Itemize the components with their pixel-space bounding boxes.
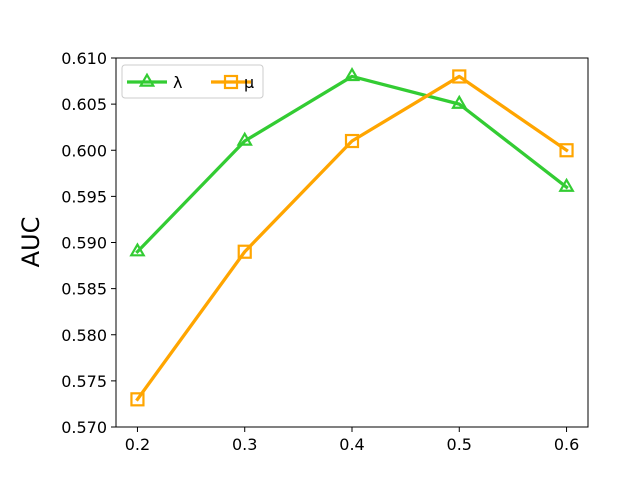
series-1-point-2 [236,131,253,146]
series-2-group [130,69,574,407]
y-tick-label: 0.595 [61,187,107,206]
y-tick-label: 0.585 [61,280,107,299]
y-tick-label: 0.580 [61,326,107,345]
x-tick-label: 0.6 [554,435,579,454]
y-axis-title: AUC [17,217,45,268]
series-2-point-4 [452,69,467,84]
series-1-point-4 [451,94,468,109]
legend-label-2: μ [244,73,254,92]
legend-marker-2 [223,74,239,90]
y-tick-label: 0.605 [61,95,107,114]
series-1-line [135,74,569,255]
y-tick-label: 0.575 [61,372,107,391]
x-tick-label: 0.4 [339,435,364,454]
legend-marker-1 [138,72,156,87]
series-2-point-5 [559,143,574,158]
x-axis-ticks: 0.2 0.3 0.4 0.5 0.6 [125,427,579,454]
plot-frame [115,57,589,428]
y-tick-label: 0.590 [61,234,107,253]
x-tick-label: 0.2 [125,435,150,454]
series-1-point-1 [129,242,146,257]
series-2-point-2 [237,244,252,259]
y-tick-label: 0.570 [61,418,107,437]
series-1-group [129,67,575,257]
legend-box [121,64,264,99]
legend-label-1: λ [173,73,182,92]
y-tick-label: 0.600 [61,141,107,160]
plot-marks [129,67,575,407]
series-2-line [135,74,569,402]
series-1-point-5 [558,177,575,192]
x-tick-label: 0.3 [232,435,257,454]
series-1-point-3 [343,67,361,82]
x-tick-label: 0.5 [447,435,472,454]
y-tick-label: 0.610 [61,49,107,68]
y-axis-ticks: 0.570 0.575 0.580 0.585 0.590 0.595 0.600 0.605… [61,49,116,437]
series-2-point-3 [344,133,360,149]
series-2-point-1 [130,392,145,407]
